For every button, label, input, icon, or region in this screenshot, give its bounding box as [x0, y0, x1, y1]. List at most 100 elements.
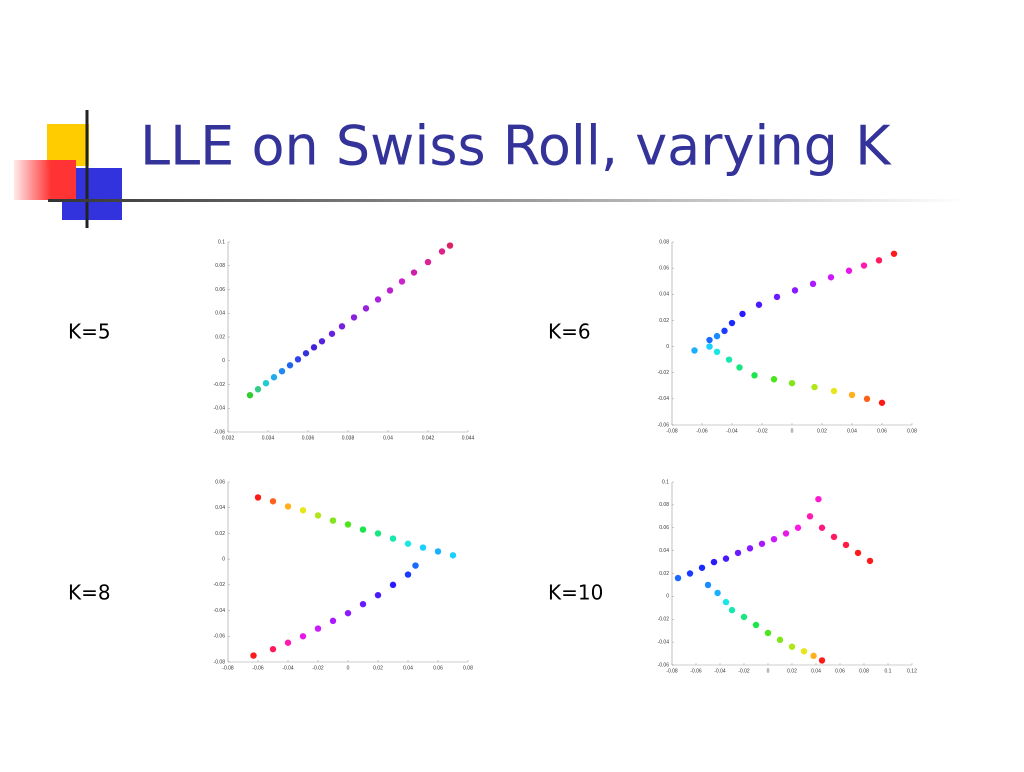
point — [706, 343, 713, 350]
point — [818, 657, 826, 664]
point — [329, 617, 337, 625]
x-tick-label: 0.02 — [373, 665, 383, 671]
charts: K=5 -0.06 -0.04 -0.02 0 0.02 0.04 0.06 0.08 0.1 0.… — [68, 239, 917, 674]
x-tick-label: -0.04 — [714, 668, 726, 674]
x-tick-label: -0.08 — [666, 668, 678, 674]
point — [755, 301, 763, 308]
point — [314, 625, 322, 632]
point — [830, 533, 838, 541]
point — [788, 379, 796, 387]
point — [404, 540, 412, 547]
point — [818, 524, 826, 531]
point — [752, 621, 760, 629]
x-tick-label: 0.08 — [859, 668, 869, 674]
point — [806, 513, 814, 520]
point — [284, 503, 292, 510]
point — [270, 374, 278, 381]
point — [404, 571, 412, 578]
y-tick-label: -0.06 — [214, 634, 226, 640]
point — [725, 356, 733, 363]
y-tick-label: 0.06 — [215, 287, 225, 293]
y-tick-label: -0.04 — [214, 608, 226, 614]
chart: K=10 -0.06 -0.04 -0.02 0 0.02 0.04 0.06 0.08 0.1 -… — [548, 479, 917, 674]
x-tick-label: 0.02 — [787, 668, 797, 674]
point — [310, 344, 318, 351]
point — [284, 639, 292, 646]
y-tick-label: 0.1 — [218, 239, 225, 245]
y-tick-label: -0.04 — [658, 396, 670, 402]
y-tick-label: 0.1 — [662, 479, 669, 485]
point — [410, 269, 418, 276]
x-tick-label: 0 — [347, 665, 350, 671]
x-tick-label: -0.08 — [666, 428, 678, 434]
y-tick-label: 0.04 — [659, 548, 669, 554]
point — [262, 379, 270, 387]
y-tick-label: 0.04 — [215, 311, 225, 317]
x-tick-label: 0.06 — [877, 428, 887, 434]
point — [875, 257, 883, 264]
point — [863, 395, 871, 403]
point — [706, 336, 713, 344]
point — [770, 535, 778, 543]
y-tick-label: -0.02 — [214, 382, 226, 388]
x-tick-label: 0 — [767, 668, 770, 674]
point — [250, 652, 257, 659]
point — [446, 242, 454, 249]
x-tick-label: -0.06 — [696, 428, 708, 434]
chart-label: K=6 — [548, 320, 591, 344]
point — [721, 327, 728, 335]
point — [764, 629, 772, 637]
point — [434, 548, 442, 555]
decor-red — [14, 160, 76, 200]
x-tick-label: 0.08 — [907, 428, 917, 434]
point — [734, 549, 742, 557]
point — [374, 591, 382, 599]
chart: K=5 -0.06 -0.04 -0.02 0 0.02 0.04 0.06 0.08 0.1 0.… — [68, 239, 474, 441]
point — [746, 545, 754, 552]
point — [776, 636, 784, 644]
point — [328, 330, 336, 337]
point — [815, 495, 822, 503]
point — [299, 507, 307, 514]
y-tick-label: -0.06 — [658, 662, 670, 668]
y-tick-label: -0.02 — [214, 582, 226, 588]
point — [878, 399, 886, 406]
point — [866, 557, 874, 565]
y-tick-label: 0 — [666, 344, 669, 350]
y-tick-label: 0.04 — [215, 505, 225, 511]
y-tick-label: 0 — [222, 358, 225, 364]
point — [374, 530, 382, 537]
chart: K=6 -0.06 -0.04 -0.02 0 0.02 0.04 0.06 0.08 -0.08… — [548, 239, 917, 434]
x-tick-label: -0.08 — [222, 665, 234, 671]
point — [848, 391, 856, 399]
point — [389, 535, 397, 542]
y-tick-label: 0 — [666, 594, 669, 600]
y-tick-label: 0.08 — [215, 263, 225, 269]
point — [713, 332, 721, 340]
x-tick-label: 0.042 — [422, 435, 435, 441]
y-tick-label: -0.04 — [658, 639, 670, 645]
point — [350, 314, 358, 321]
point — [398, 278, 406, 285]
x-tick-label: -0.06 — [252, 665, 264, 671]
y-tick-label: -0.06 — [214, 429, 226, 435]
point — [809, 280, 817, 288]
point — [419, 544, 427, 551]
point — [714, 589, 721, 597]
point — [412, 562, 419, 569]
x-tick-label: -0.06 — [690, 668, 702, 674]
point — [794, 524, 802, 531]
y-tick-label: 0.06 — [659, 265, 669, 271]
point — [740, 613, 748, 621]
point — [318, 338, 326, 345]
point — [827, 274, 835, 281]
point — [791, 287, 799, 294]
point — [254, 386, 262, 393]
y-tick-label: -0.08 — [214, 659, 226, 665]
x-tick-label: 0.036 — [302, 435, 315, 441]
point — [302, 350, 310, 357]
point — [736, 364, 743, 371]
point — [800, 648, 808, 655]
x-tick-label: -0.02 — [312, 665, 324, 671]
slide-title: LLE on Swiss Roll, varying K — [140, 115, 892, 178]
